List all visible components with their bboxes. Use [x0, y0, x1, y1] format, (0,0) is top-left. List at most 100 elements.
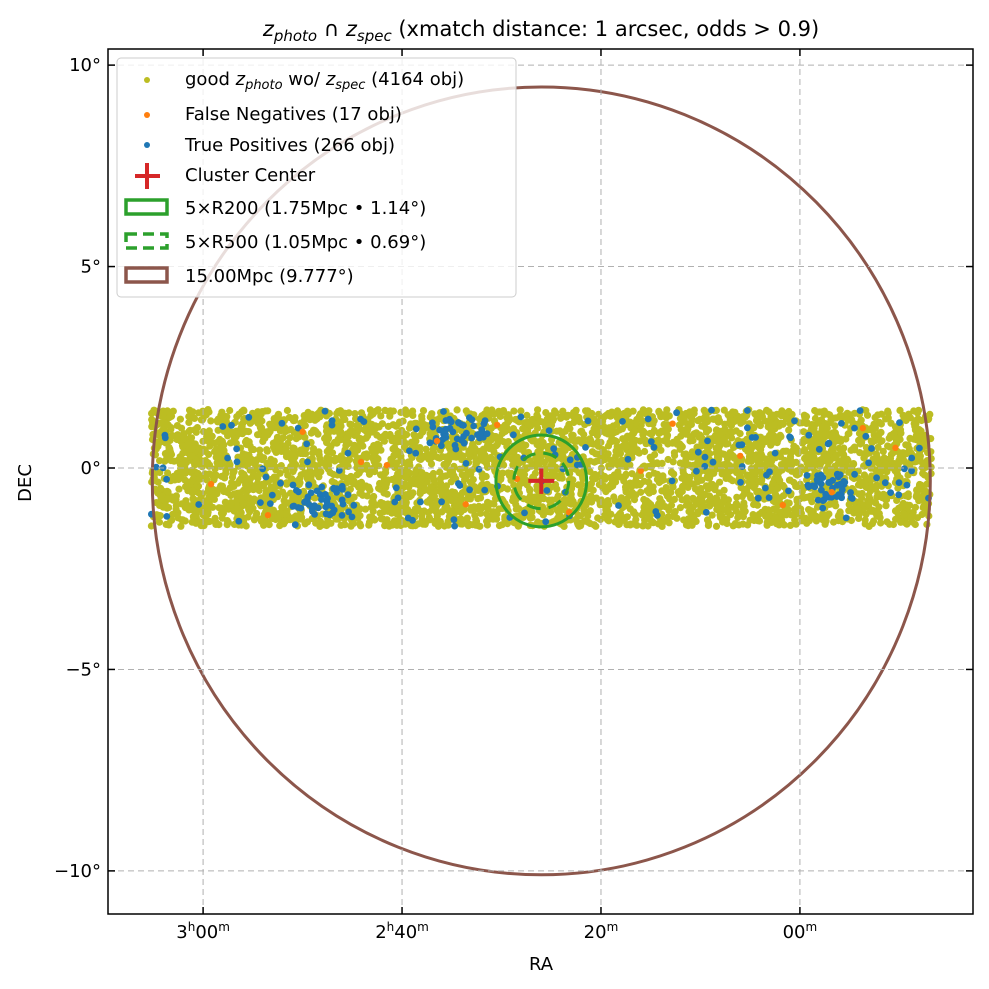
point-true-positive [259, 465, 267, 473]
legend-label-r200: 5×R200 (1.75Mpc • 1.14°) [185, 198, 426, 219]
point-good [871, 485, 880, 493]
point-true-positive [338, 496, 346, 504]
point-good [170, 472, 178, 480]
point-good [800, 446, 809, 454]
point-good [493, 515, 501, 523]
point-good [409, 407, 417, 415]
point-good [743, 485, 751, 493]
point-good [577, 512, 585, 520]
point-true-positive [762, 484, 769, 492]
point-good [211, 514, 219, 522]
point-good [164, 495, 172, 503]
point-good [737, 457, 745, 465]
point-true-positive [851, 470, 858, 478]
point-good [826, 465, 834, 473]
point-good [226, 406, 234, 415]
point-true-positive [868, 445, 875, 452]
y-tick-label: 10° [69, 55, 101, 76]
point-good [543, 415, 551, 423]
point-true-positive [301, 498, 308, 506]
point-true-positive [442, 417, 450, 424]
point-good [619, 435, 627, 443]
legend-marker-good [144, 77, 150, 83]
point-good [165, 521, 173, 529]
point-good [811, 429, 820, 437]
point-good [324, 430, 332, 438]
point-good [588, 448, 597, 456]
point-good [288, 457, 296, 465]
point-good [626, 520, 635, 528]
point-good [714, 414, 722, 422]
point-good [218, 445, 226, 454]
point-good [370, 458, 378, 466]
point-good [737, 419, 745, 427]
point-good [352, 446, 360, 455]
legend-marker-big [124, 266, 169, 284]
point-true-positive [481, 417, 489, 425]
point-good [389, 445, 397, 453]
point-true-positive [426, 439, 434, 447]
point-good [678, 418, 687, 427]
point-good [402, 410, 410, 418]
point-good [232, 439, 240, 447]
point-true-positive [163, 513, 171, 520]
point-true-positive [338, 512, 346, 519]
point-good [674, 488, 682, 496]
point-true-positive [550, 445, 558, 453]
point-good [238, 494, 246, 502]
point-good [646, 484, 654, 492]
point-good [396, 508, 404, 516]
point-good [814, 418, 822, 426]
point-good [166, 413, 174, 421]
point-good [166, 445, 174, 453]
point-good [184, 439, 192, 448]
point-good [697, 489, 705, 497]
point-good [381, 430, 390, 438]
point-good [558, 474, 566, 482]
y-axis-label: DEC [15, 464, 36, 502]
point-good [337, 429, 345, 437]
point-good [258, 480, 266, 488]
point-good [732, 507, 741, 516]
point-good [215, 452, 223, 460]
circle-5r500 [512, 451, 571, 511]
point-true-positive [786, 433, 793, 441]
point-true-positive [330, 485, 337, 493]
point-good [597, 454, 605, 462]
point-good [560, 522, 568, 531]
point-good [239, 420, 247, 428]
point-good [402, 440, 410, 448]
point-good [353, 471, 361, 479]
x-tick-label: 2h40m [375, 920, 429, 943]
point-good [574, 481, 583, 489]
point-good [586, 457, 594, 465]
point-false-negative [493, 421, 501, 429]
point-true-positive [521, 509, 528, 517]
point-good [619, 462, 627, 470]
point-true-positive [278, 419, 286, 427]
point-good [715, 442, 723, 450]
point-good [838, 458, 846, 466]
point-good [381, 406, 389, 414]
point-true-positive [328, 421, 336, 429]
point-good [536, 519, 544, 527]
point-good [911, 503, 920, 511]
point-true-positive [819, 497, 827, 504]
point-true-positive [303, 440, 311, 448]
point-good [204, 431, 212, 439]
point-good [384, 500, 392, 508]
point-good [175, 485, 183, 493]
point-good [633, 521, 641, 529]
point-good [889, 449, 897, 457]
point-good [442, 482, 451, 490]
point-good [347, 421, 355, 429]
point-good [267, 424, 275, 432]
point-good [196, 445, 204, 453]
point-true-positive [896, 419, 903, 426]
point-good [479, 445, 488, 453]
point-good [523, 481, 531, 489]
point-good [768, 438, 776, 446]
point-true-positive [738, 463, 746, 470]
point-good [163, 407, 171, 415]
point-good [504, 453, 512, 461]
